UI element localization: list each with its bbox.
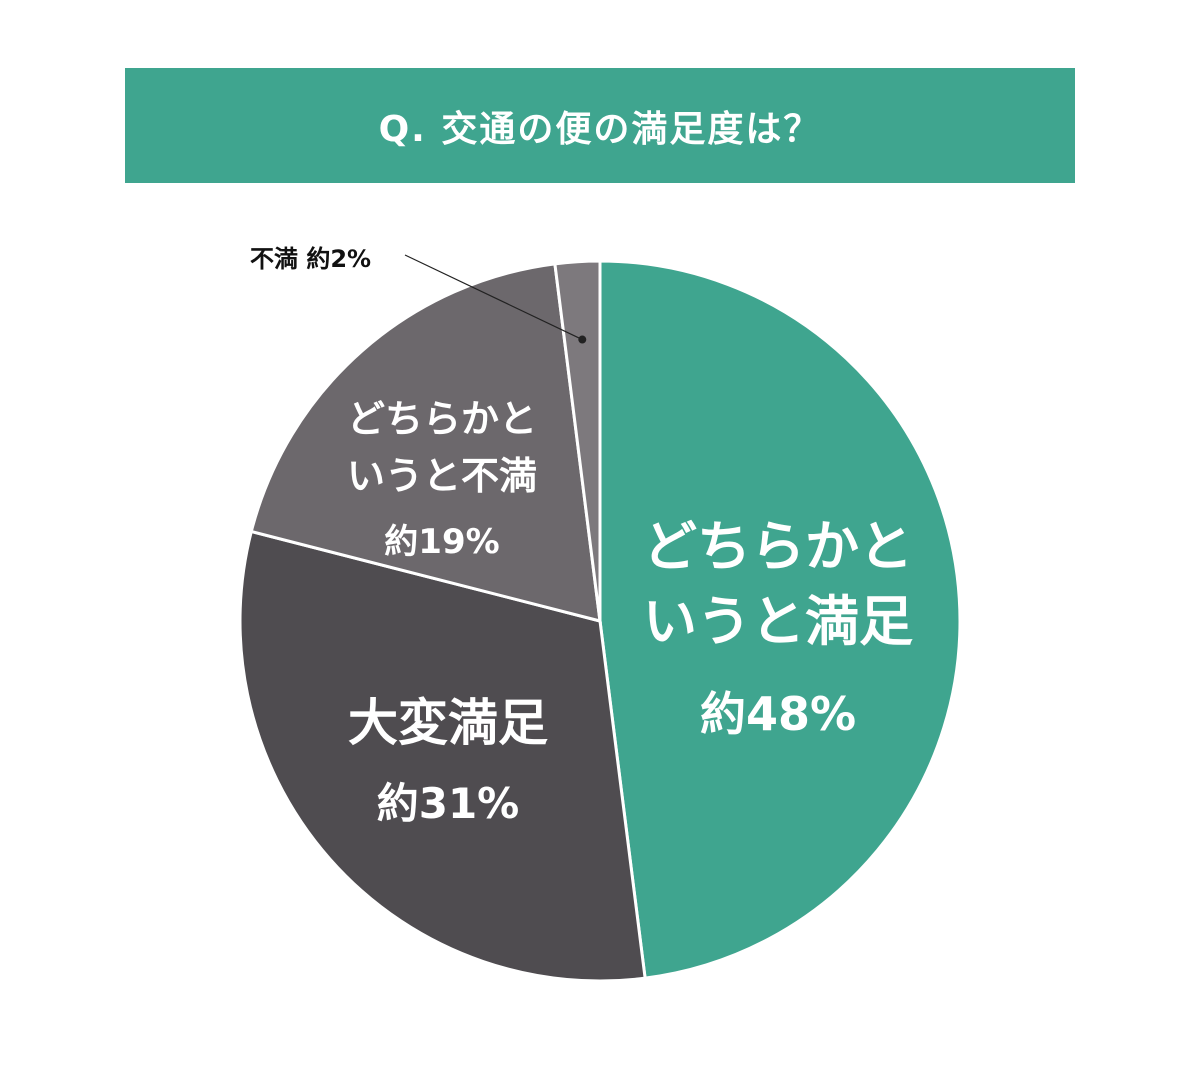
- slice-value-label: 約19%: [384, 522, 499, 562]
- slice-value-label: 約48%: [700, 687, 856, 741]
- slice-name-line: いうと満足: [643, 590, 913, 653]
- slice-name-line: 大変満足: [348, 694, 548, 752]
- pie-slice-4: [553, 259, 602, 622]
- slice-name-line: いうと不満: [347, 454, 537, 498]
- slice-name-line: どちらかと: [347, 397, 537, 441]
- chart-title-bar: Q. 交通の便の満足度は？: [125, 68, 1075, 183]
- pie-slice-1: [598, 259, 962, 980]
- callout-leader-line: [404, 254, 583, 341]
- pie-slice-3: [249, 262, 602, 624]
- callout-label: 不満 約2%: [250, 245, 371, 273]
- slice-name-line: どちらかと: [643, 515, 913, 578]
- chart-title: Q. 交通の便の満足度は？: [378, 108, 822, 150]
- callout-dot: [578, 335, 587, 344]
- pie-slice-2: [238, 529, 647, 983]
- slice-value-label: 約31%: [377, 779, 520, 828]
